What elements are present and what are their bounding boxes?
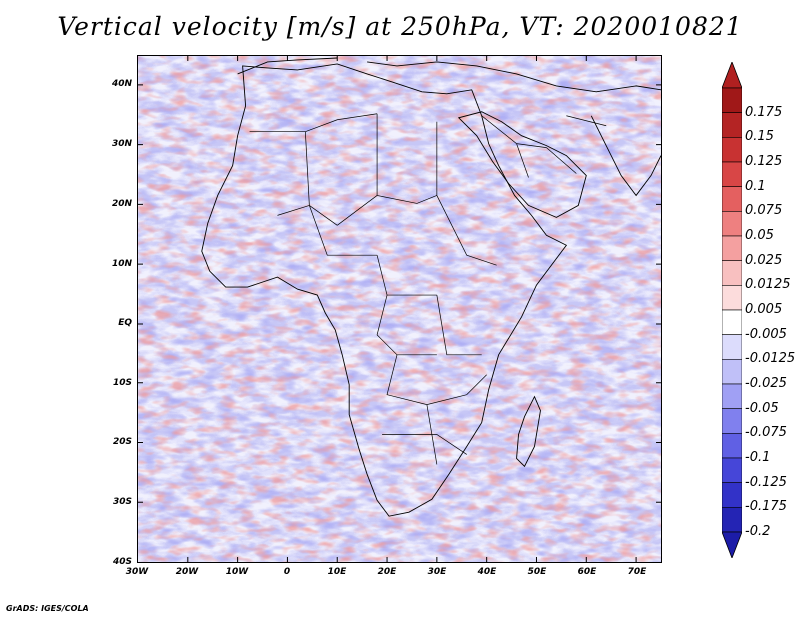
colorbar-label: -0.2 <box>745 524 771 539</box>
colorbar-label: 0.125 <box>745 154 783 169</box>
colorbar-swatch <box>721 334 743 360</box>
colorbar-label: 0.05 <box>745 228 774 243</box>
lat-label-20n: 20N <box>111 199 132 209</box>
india-coastline <box>590 115 661 197</box>
lon-label-10e: 10E <box>327 567 347 577</box>
lon-label-60e: 60E <box>577 567 597 577</box>
lon-label-50e: 50E <box>527 567 547 577</box>
madagascar-coastline <box>516 395 541 468</box>
colorbar-label: 0.0125 <box>745 277 791 293</box>
colorbar-label: 0.15 <box>745 129 774 145</box>
colorbar-label: -0.05 <box>745 400 779 416</box>
lon-label-20e: 20E <box>377 567 397 577</box>
colorbar-swatch <box>721 482 743 508</box>
coastlines <box>201 57 661 517</box>
colorbar-label: 0.025 <box>745 252 783 268</box>
colorbar-label: -0.005 <box>745 326 787 342</box>
lon-label-0: 0 <box>283 567 291 577</box>
europe-coastline <box>237 57 661 93</box>
lat-label-30n: 30N <box>111 139 132 149</box>
colorbar-top-arrow <box>721 60 743 89</box>
colorbar-swatch <box>721 137 743 163</box>
colorbar-swatch <box>721 112 743 138</box>
map-panel <box>137 55 662 563</box>
country-borders <box>249 113 607 465</box>
lat-label-30s: 30S <box>112 497 132 507</box>
colorbar-swatch <box>721 457 743 483</box>
colorbar-label: -0.1 <box>745 450 771 465</box>
colorbar-label: -0.175 <box>745 499 787 515</box>
colorbar-swatch <box>721 359 743 385</box>
graticule-ticks <box>138 56 661 562</box>
lat-label-10s: 10S <box>112 378 132 388</box>
colorbar <box>721 60 743 560</box>
lon-label-30w: 30W <box>125 567 149 577</box>
colorbar-swatch <box>721 285 743 311</box>
colorbar-label: -0.125 <box>745 474 787 490</box>
colorbar-swatch <box>721 260 743 286</box>
colorbar-swatch <box>721 161 743 187</box>
colorbar-label: -0.025 <box>745 376 787 391</box>
colorbar-label: -0.0125 <box>745 351 796 367</box>
lat-label-40s: 40S <box>112 557 132 567</box>
colorbar-swatch <box>721 87 743 113</box>
colorbar-swatch <box>721 309 743 335</box>
lon-label-30e: 30E <box>427 567 447 577</box>
colorbar-label: 0.1 <box>745 178 766 194</box>
field-positive-cells <box>138 56 661 562</box>
colorbar-swatch <box>721 408 743 434</box>
colorbar-label: 0.075 <box>745 203 783 219</box>
colorbar-label: -0.075 <box>745 425 787 441</box>
colorbar-swatch <box>721 211 743 237</box>
lat-label-20s: 20S <box>112 437 132 447</box>
footer-credit: GrADS: IGES/COLA <box>6 604 89 613</box>
lat-label-10n: 10N <box>111 259 132 269</box>
colorbar-label: 0.005 <box>745 302 783 317</box>
lat-label-40n: 40N <box>111 79 132 89</box>
colorbar-swatch <box>721 235 743 261</box>
map-canvas <box>138 56 661 562</box>
colorbar-swatch <box>721 383 743 409</box>
lon-label-70e: 70E <box>627 567 647 577</box>
colorbar-label: 0.175 <box>745 104 783 120</box>
colorbar-swatch <box>721 433 743 459</box>
colorbar-swatches <box>721 60 743 560</box>
arabia-coastline <box>457 111 587 218</box>
lon-label-10w: 10W <box>225 567 249 577</box>
africa-coastline <box>201 63 568 517</box>
colorbar-bottom-arrow <box>721 531 743 560</box>
lat-label-eq: EQ <box>118 318 132 328</box>
colorbar-swatch <box>721 507 743 533</box>
page-title: Vertical velocity [m/s] at 250hPa, VT: 2… <box>57 12 743 41</box>
lon-label-40e: 40E <box>477 567 497 577</box>
lon-label-20w: 20W <box>175 567 199 577</box>
colorbar-swatch <box>721 186 743 212</box>
